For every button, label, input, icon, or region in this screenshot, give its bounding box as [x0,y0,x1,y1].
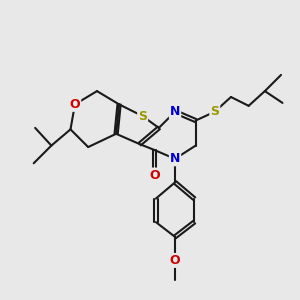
Text: S: S [138,110,147,123]
Text: N: N [170,105,180,118]
Text: O: O [170,254,180,267]
Text: S: S [210,105,219,118]
Text: N: N [170,152,180,165]
Text: O: O [149,169,160,182]
Text: O: O [70,98,80,111]
